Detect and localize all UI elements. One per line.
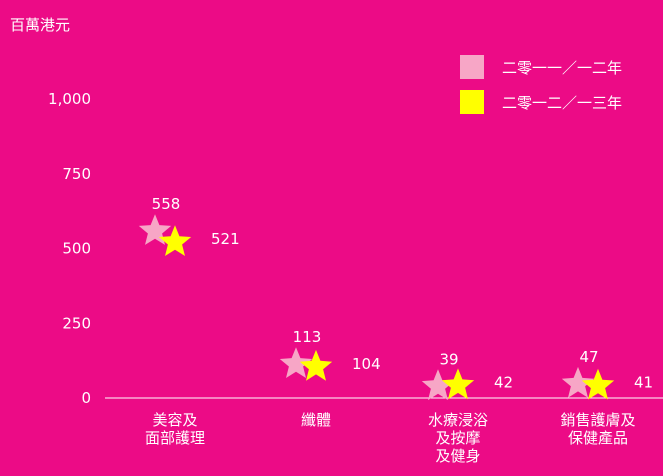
category-label-line: 銷售護膚及 [560,411,635,429]
category-labels: 美容及面部護理 纖體 水療浸浴及按摩及健身 銷售護膚及保健產品 [145,411,636,465]
data-point-star [561,366,595,398]
data-value-label: 113 [293,328,322,346]
data-value-label: 558 [152,195,181,213]
y-axis-ticks: 1,000 750 500 250 0 [48,90,91,407]
legend-label: 二零一一／一二年 [502,59,622,77]
category-label-line: 面部護理 [145,429,205,447]
legend-label: 二零一二／一三年 [502,94,622,112]
y-tick-label: 0 [81,389,91,407]
data-point-star [421,369,455,401]
data-value-label: 41 [634,374,653,392]
category-label-line: 及健身 [435,447,480,465]
data-value-label: 42 [494,373,513,391]
data-point-star [138,214,172,245]
y-tick-label: 500 [62,240,91,258]
y-tick-label: 1,000 [48,90,91,108]
category-label: 美容及面部護理 [145,411,205,447]
data-point-star [279,347,313,378]
category-label-line: 纖體 [301,411,331,429]
legend-swatch [460,90,484,114]
y-tick-label: 250 [62,314,91,332]
data-value-label: 47 [579,348,598,366]
data-value-label: 39 [439,350,458,368]
category-label-line: 水療浸浴 [428,411,488,429]
data-point-star [299,349,333,381]
data-point-star [158,225,192,256]
y-axis-unit: 百萬港元 [10,16,70,34]
category-label: 水療浸浴及按摩及健身 [428,411,488,465]
y-tick-label: 750 [62,165,91,183]
legend-swatch [460,55,484,79]
category-label: 銷售護膚及保健產品 [560,411,635,447]
data-marks: 558 113 39 47 521 104 42 41 [138,195,653,401]
data-point-star [441,368,475,400]
data-value-label: 104 [352,355,381,373]
data-point-star [581,368,615,400]
category-label-line: 保健產品 [568,429,628,447]
category-label: 纖體 [301,411,331,429]
category-label-line: 及按摩 [435,429,480,447]
category-label-line: 美容及 [152,411,197,429]
data-value-label: 521 [211,230,240,248]
